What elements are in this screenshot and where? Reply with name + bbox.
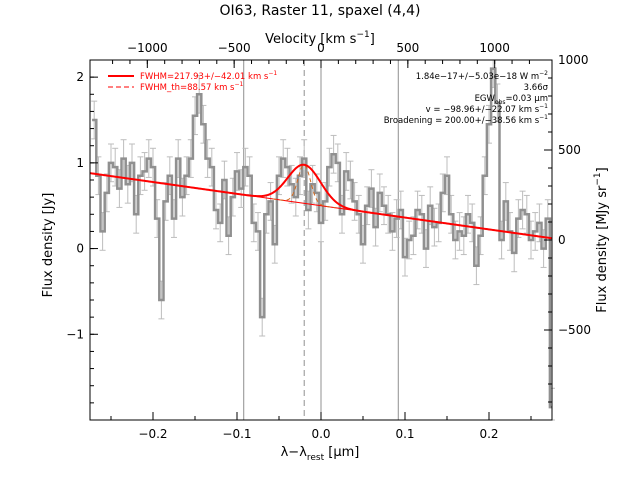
plot-area <box>89 59 555 421</box>
legend: FWHM=217.93+/−42.01 km s−1 FWHM_th=88.57… <box>108 70 277 93</box>
top-tick-label: −500 <box>218 41 251 55</box>
axes: −0.2 −0.1 0.0 0.1 0.2 −1 0 1 2 −1000 −500 0 500 1000 −… <box>66 41 591 441</box>
x-tick-label: 0.2 <box>479 427 498 441</box>
annotation-broadening: Broadening = 200.00+/−38.56 km s−1 <box>384 114 548 126</box>
top-tick-label: 500 <box>396 41 419 55</box>
chart-title: OI63, Raster 11, spaxel (4,4) <box>220 3 421 19</box>
right-tick-label: −500 <box>558 323 591 337</box>
x-axis-label: λ−λrest [μm] <box>281 445 360 463</box>
y-axis-label: Flux density [Jy] <box>41 193 56 298</box>
fit-curves <box>89 163 553 240</box>
y-tick-label: −1 <box>66 327 84 341</box>
spectrum-series <box>92 67 552 409</box>
x-tick-label: 0.0 <box>311 427 330 441</box>
annotation-sigma: 3.66σ <box>524 83 549 93</box>
annotation-flux: 1.84e−17+/−5.03e−18 W m−2 <box>416 70 548 82</box>
right-tick-label: 500 <box>558 143 581 157</box>
intrinsic-profile <box>272 164 336 209</box>
legend-intrinsic-label: FWHM_th=88.57 km s−1 <box>140 81 244 93</box>
top-tick-label: 0 <box>317 41 325 55</box>
right-axis-label: Flux density [MJy sr−1] <box>593 167 610 312</box>
x-tick-label: −0.1 <box>222 427 251 441</box>
x-tick-label: −0.2 <box>138 427 167 441</box>
annotation-egw: EGWobs=0.03 μm <box>475 94 548 106</box>
top-tick-label: 1000 <box>479 41 510 55</box>
y-tick-label: 2 <box>76 70 84 84</box>
y-tick-label: 0 <box>76 242 84 256</box>
spectrum-line <box>92 67 552 409</box>
legend-fit-label: FWHM=217.93+/−42.01 km s−1 <box>140 70 277 82</box>
right-tick-label: 1000 <box>558 53 589 67</box>
right-tick-label: 0 <box>558 233 566 247</box>
annotation-velocity: v = −98.96+/−22.07 km s−1 <box>426 103 549 115</box>
y-tick-label: 1 <box>76 156 84 170</box>
top-axis-label: Velocity [km s−1] <box>265 30 375 47</box>
top-tick-label: −1000 <box>127 41 168 55</box>
fit-line <box>89 163 553 240</box>
x-tick-label: 0.1 <box>395 427 414 441</box>
annotations: 1.84e−17+/−5.03e−18 W m−2 3.66σ EGWobs=0… <box>384 70 549 126</box>
